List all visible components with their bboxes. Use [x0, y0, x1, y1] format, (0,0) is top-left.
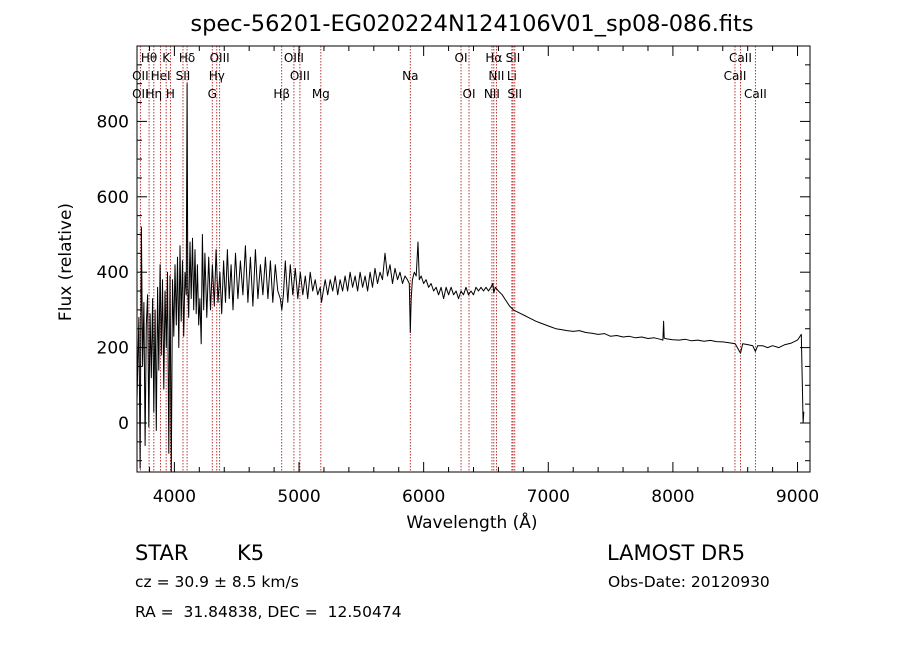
line-label-4: HeI: [151, 69, 171, 83]
line-label-15: Mg: [312, 87, 330, 101]
object-subclass: K5: [237, 541, 265, 565]
line-label-2: OII: [132, 87, 149, 101]
line-label-7: SII: [176, 69, 191, 83]
y-tick-label-200: 200: [97, 339, 129, 359]
line-label-25: CaII: [729, 51, 752, 65]
x-tick-label-8000: 8000: [651, 487, 694, 507]
y-tick-label-800: 800: [97, 112, 129, 132]
line-label-26: CaII: [724, 69, 747, 83]
line-label-13: OIII: [290, 69, 310, 83]
survey-name: LAMOST DR5: [607, 541, 746, 565]
y-axis-ticks: 0 200 400 600 800: [97, 64, 810, 462]
x-axis-label: Wavelength (Å): [406, 511, 537, 533]
x-axis-ticks: 4000 5000 6000 7000 8000 9000: [148, 46, 819, 507]
line-label-6: H: [166, 87, 175, 101]
y-tick-label-400: 400: [97, 263, 129, 283]
line-label-18: OI: [463, 87, 476, 101]
x-tick-label-9000: 9000: [776, 487, 819, 507]
sky-coordinates: RA = 31.84838, DEC = 12.50474: [135, 603, 402, 621]
spectrum-line-0: [136, 83, 805, 473]
line-label-11: G: [208, 87, 217, 101]
line-label-5: Hη: [146, 87, 163, 101]
x-tick-label-6000: 6000: [402, 487, 445, 507]
line-label-8: Hδ: [179, 51, 195, 65]
line-label-21: NII: [488, 69, 504, 83]
line-label-16: Na: [402, 69, 418, 83]
plot-frame: [136, 45, 811, 473]
line-label-0: Hθ: [141, 51, 157, 65]
chart-title: spec-56201-EG020224N124106V01_sp08-086.f…: [190, 11, 753, 37]
observation-date: Obs-Date: 20120930: [608, 573, 770, 591]
line-label-10: Hγ: [209, 69, 225, 83]
line-label-20: SII: [506, 51, 521, 65]
redshift-velocity: cz = 30.9 ± 8.5 km/s: [135, 573, 299, 591]
x-tick-label-4000: 4000: [153, 487, 196, 507]
line-label-24: SII: [507, 87, 522, 101]
y-tick-label-600: 600: [97, 188, 129, 208]
line-label-12: OIII: [284, 51, 304, 65]
line-label-19: Hα: [485, 51, 502, 65]
line-label-22: Li: [507, 69, 517, 83]
object-class: STAR: [135, 541, 189, 565]
line-label-1: OII: [132, 69, 149, 83]
line-label-27: CaII: [744, 87, 767, 101]
x-tick-label-7000: 7000: [527, 487, 570, 507]
line-label-9: OIII: [210, 51, 230, 65]
x-tick-label-5000: 5000: [277, 487, 320, 507]
line-label-23: NII: [484, 87, 500, 101]
y-axis-label: Flux (relative): [56, 203, 76, 321]
line-label-3: K: [162, 51, 171, 65]
spectrum-series: [136, 83, 805, 473]
y-tick-label-0: 0: [118, 414, 129, 434]
line-label-17: OI: [455, 51, 468, 65]
line-label-14: Hβ: [273, 87, 290, 101]
